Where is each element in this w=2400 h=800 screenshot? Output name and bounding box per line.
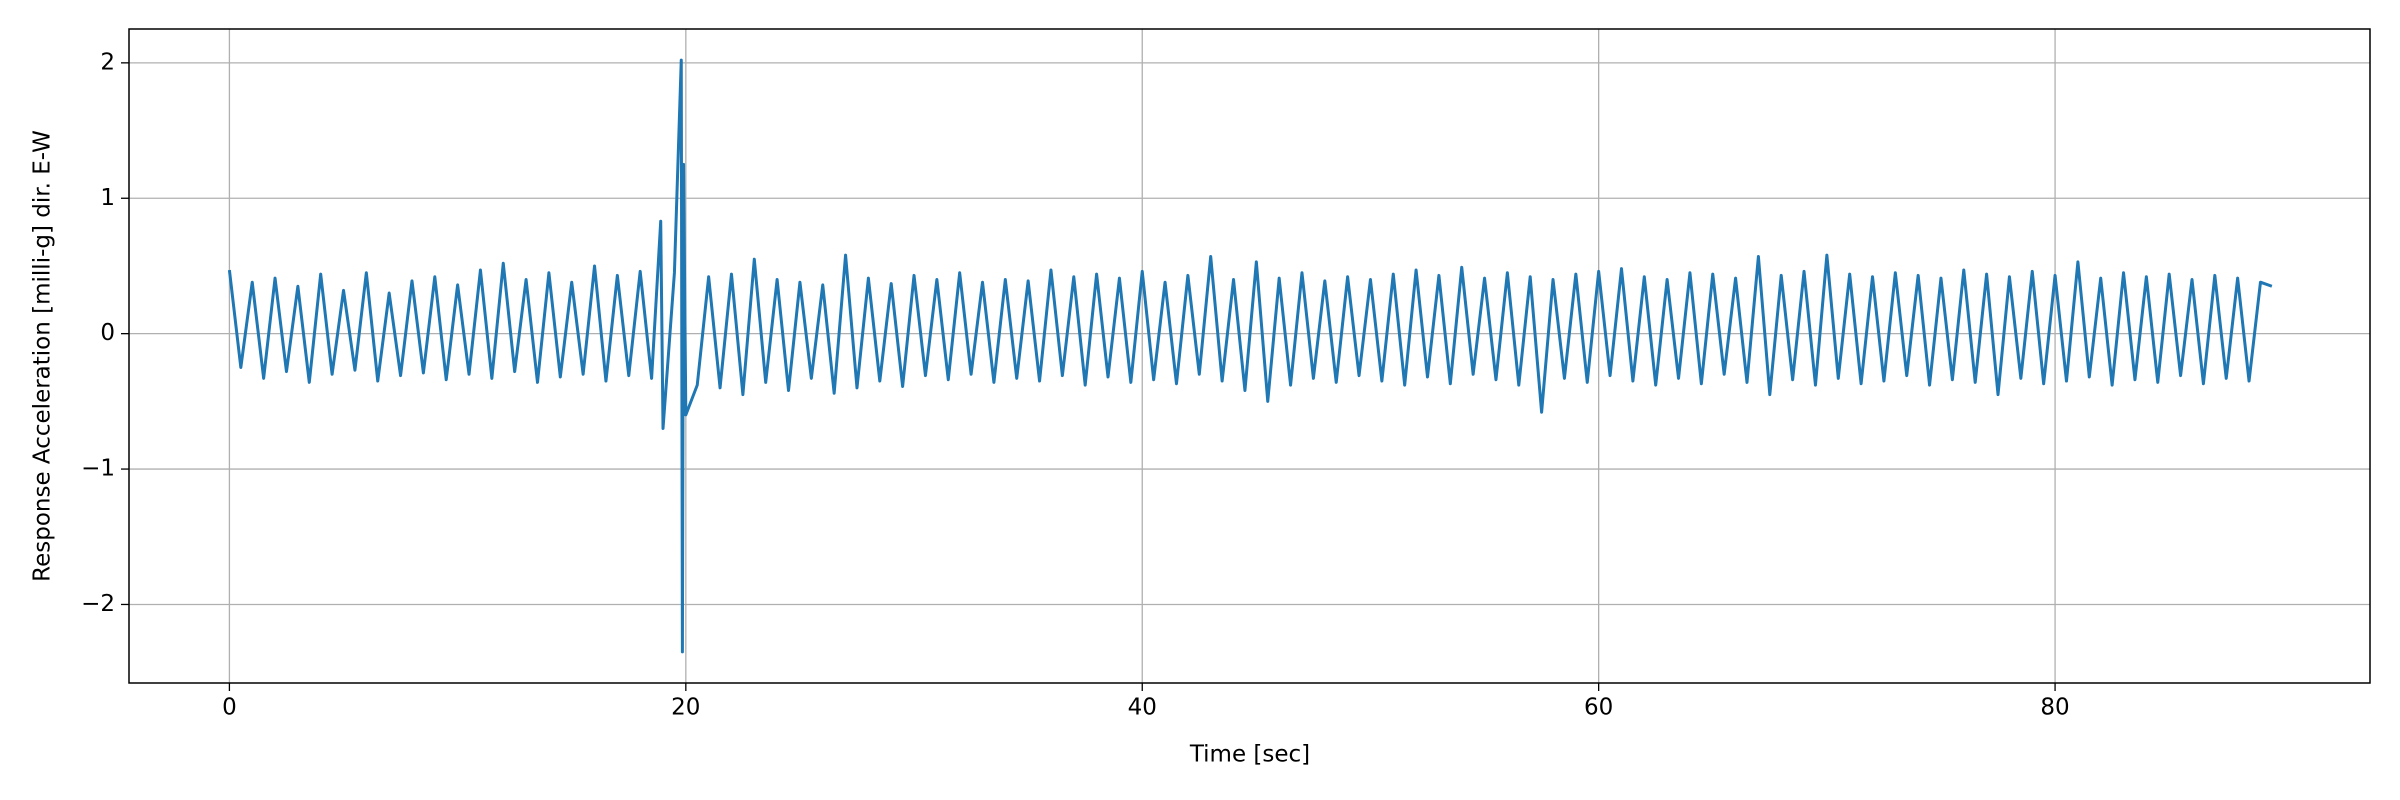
y-tick-label: −1 [81,456,115,482]
y-tick-label: −2 [81,591,115,617]
x-tick-label: 40 [1128,695,1157,721]
plot-frame [128,28,2371,684]
y-tick-label: 0 [100,320,115,346]
x-tick-label: 0 [222,695,237,721]
x-tick-label: 80 [2040,695,2069,721]
y-tick-label: 2 [100,49,115,75]
x-tick-label: 20 [671,695,700,721]
y-tick-label: 1 [100,185,115,211]
x-axis-label: Time [sec] [1189,742,1310,768]
y-axis-label: Response Acceleration [milli-g] dir. E-W [30,130,56,582]
data-line [227,58,2273,654]
x-tick-label: 60 [1584,695,1613,721]
